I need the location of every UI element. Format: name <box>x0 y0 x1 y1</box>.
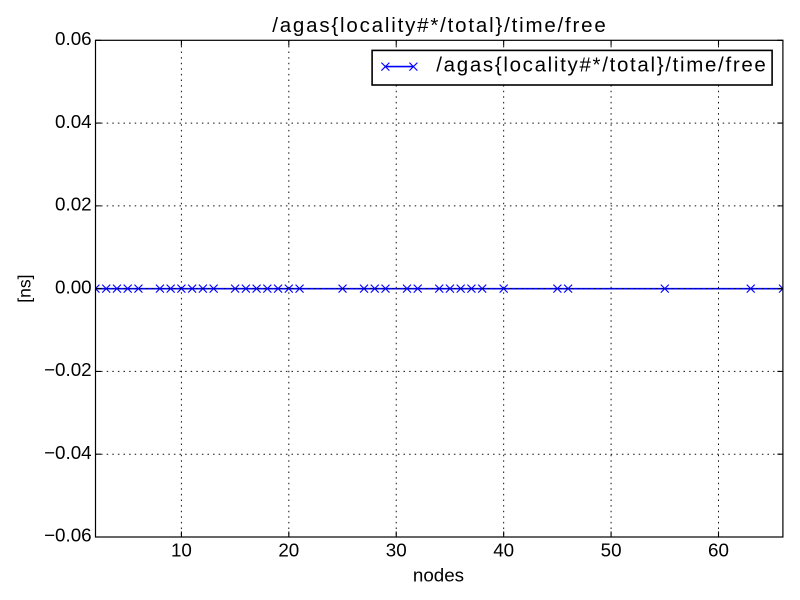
svg-text:nodes: nodes <box>413 565 464 586</box>
svg-text:−0.04: −0.04 <box>44 442 92 463</box>
svg-text:50: 50 <box>601 540 622 561</box>
svg-text:0.06: 0.06 <box>55 28 92 49</box>
svg-text:10: 10 <box>171 540 192 561</box>
svg-text:−0.06: −0.06 <box>44 525 92 546</box>
svg-text:0.04: 0.04 <box>55 111 92 132</box>
svg-text:0.02: 0.02 <box>55 194 92 215</box>
svg-text:20: 20 <box>278 540 299 561</box>
svg-text:[ns]: [ns] <box>15 275 35 303</box>
svg-text:0.00: 0.00 <box>55 276 92 297</box>
svg-text:−0.02: −0.02 <box>44 359 92 380</box>
svg-text:30: 30 <box>386 540 407 561</box>
svg-text:40: 40 <box>493 540 514 561</box>
svg-text:60: 60 <box>708 540 729 561</box>
